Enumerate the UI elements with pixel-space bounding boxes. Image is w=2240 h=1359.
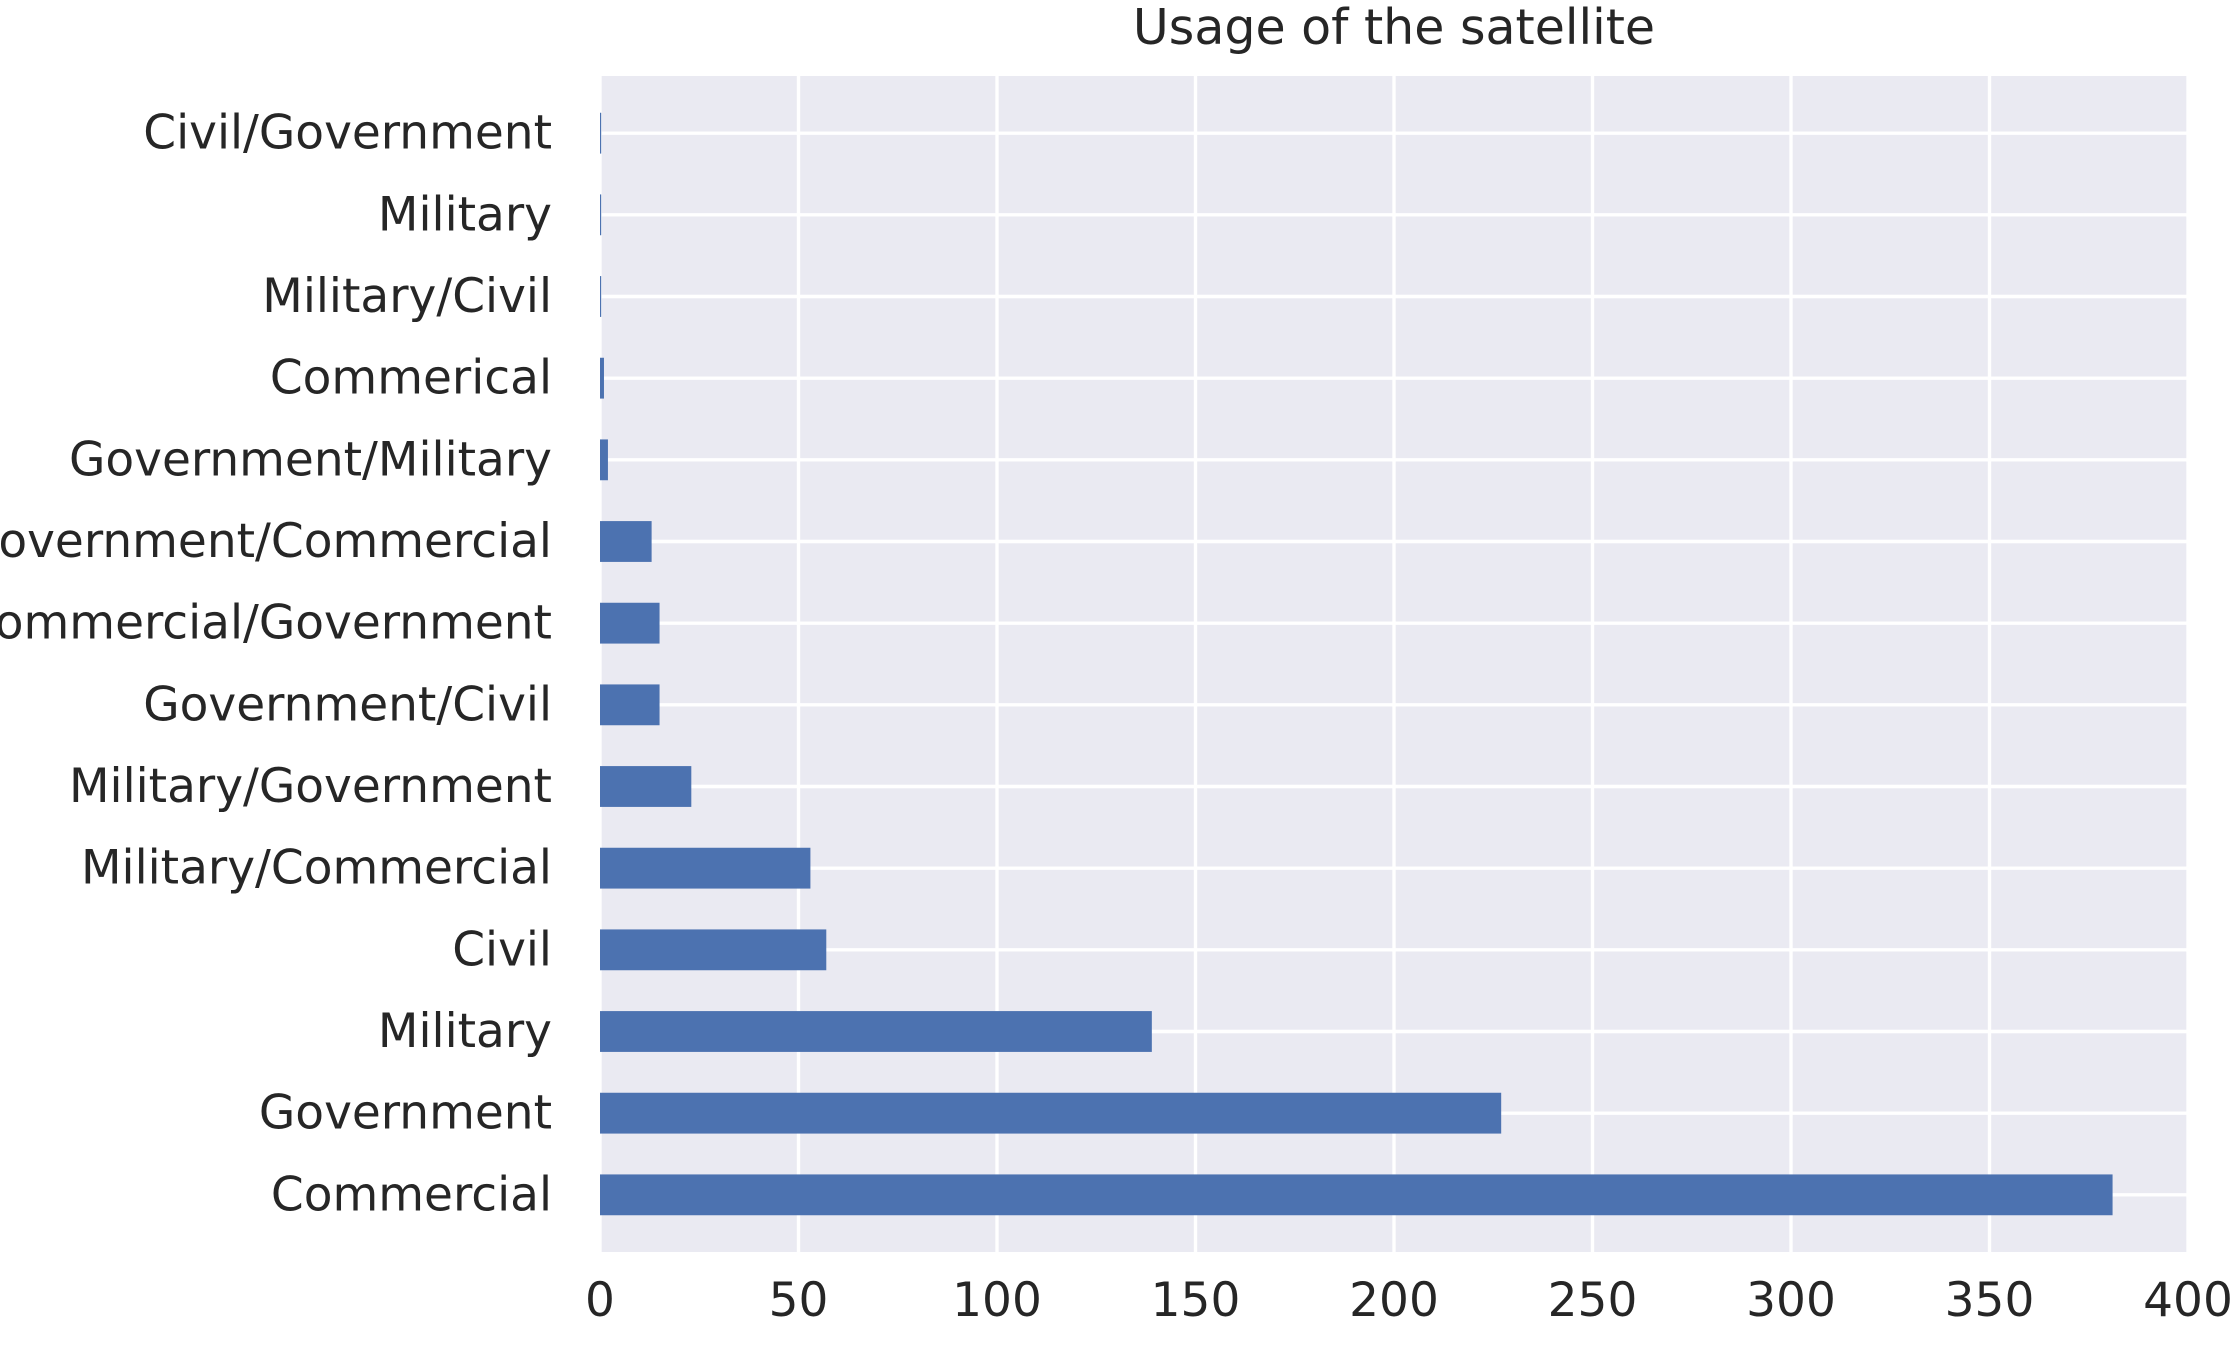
bar-13 bbox=[600, 1174, 2113, 1216]
bar-9 bbox=[600, 847, 811, 889]
bar-4 bbox=[600, 439, 608, 481]
bar-3 bbox=[600, 357, 604, 399]
bar-1 bbox=[600, 194, 602, 236]
x-tick-label-4: 200 bbox=[1349, 1273, 1439, 1328]
category-label-2: Military/Civil bbox=[262, 269, 552, 324]
category-label-1: Military bbox=[378, 187, 552, 242]
bar-2 bbox=[600, 276, 602, 317]
bar-7 bbox=[600, 684, 660, 726]
category-label-4: Government/Military bbox=[69, 432, 552, 487]
bar-5 bbox=[600, 521, 652, 562]
x-tick-label-1: 50 bbox=[769, 1273, 829, 1328]
x-tick-label-6: 300 bbox=[1746, 1273, 1836, 1328]
bar-8 bbox=[600, 766, 692, 807]
bars bbox=[600, 112, 2113, 1216]
x-tick-label-8: 400 bbox=[2143, 1273, 2233, 1328]
category-label-13: Commercial bbox=[271, 1167, 552, 1222]
chart-title: Usage of the satellite bbox=[1133, 0, 1655, 56]
category-label-9: Military/Commercial bbox=[81, 841, 552, 896]
category-label-8: Military/Government bbox=[69, 759, 552, 814]
x-tick-label-0: 0 bbox=[585, 1273, 615, 1328]
x-tick-label-3: 150 bbox=[1151, 1273, 1241, 1328]
bar-12 bbox=[600, 1092, 1502, 1134]
bar-11 bbox=[600, 1011, 1152, 1052]
category-label-5: Government/Commercial bbox=[0, 514, 552, 569]
category-labels: Civil/Government Military Military/Civil C… bbox=[0, 106, 552, 1223]
category-label-12: Government bbox=[259, 1086, 552, 1141]
x-tick-label-7: 350 bbox=[1945, 1273, 2035, 1328]
category-label-6: Commercial/Government bbox=[0, 596, 552, 651]
category-label-11: Military bbox=[378, 1004, 552, 1059]
bar-6 bbox=[600, 602, 660, 644]
bar-10 bbox=[600, 929, 827, 971]
category-label-0: Civil/Government bbox=[143, 106, 552, 161]
category-label-3: Commerical bbox=[270, 351, 552, 406]
x-tick-label-5: 250 bbox=[1548, 1273, 1638, 1328]
x-tick-labels: 0 50 100 150 200 250 300 350 400 bbox=[585, 1273, 2233, 1328]
category-label-10: Civil bbox=[452, 922, 552, 977]
bar-0 bbox=[600, 112, 602, 154]
x-tick-label-2: 100 bbox=[952, 1273, 1042, 1328]
category-label-7: Government/Civil bbox=[143, 677, 552, 732]
